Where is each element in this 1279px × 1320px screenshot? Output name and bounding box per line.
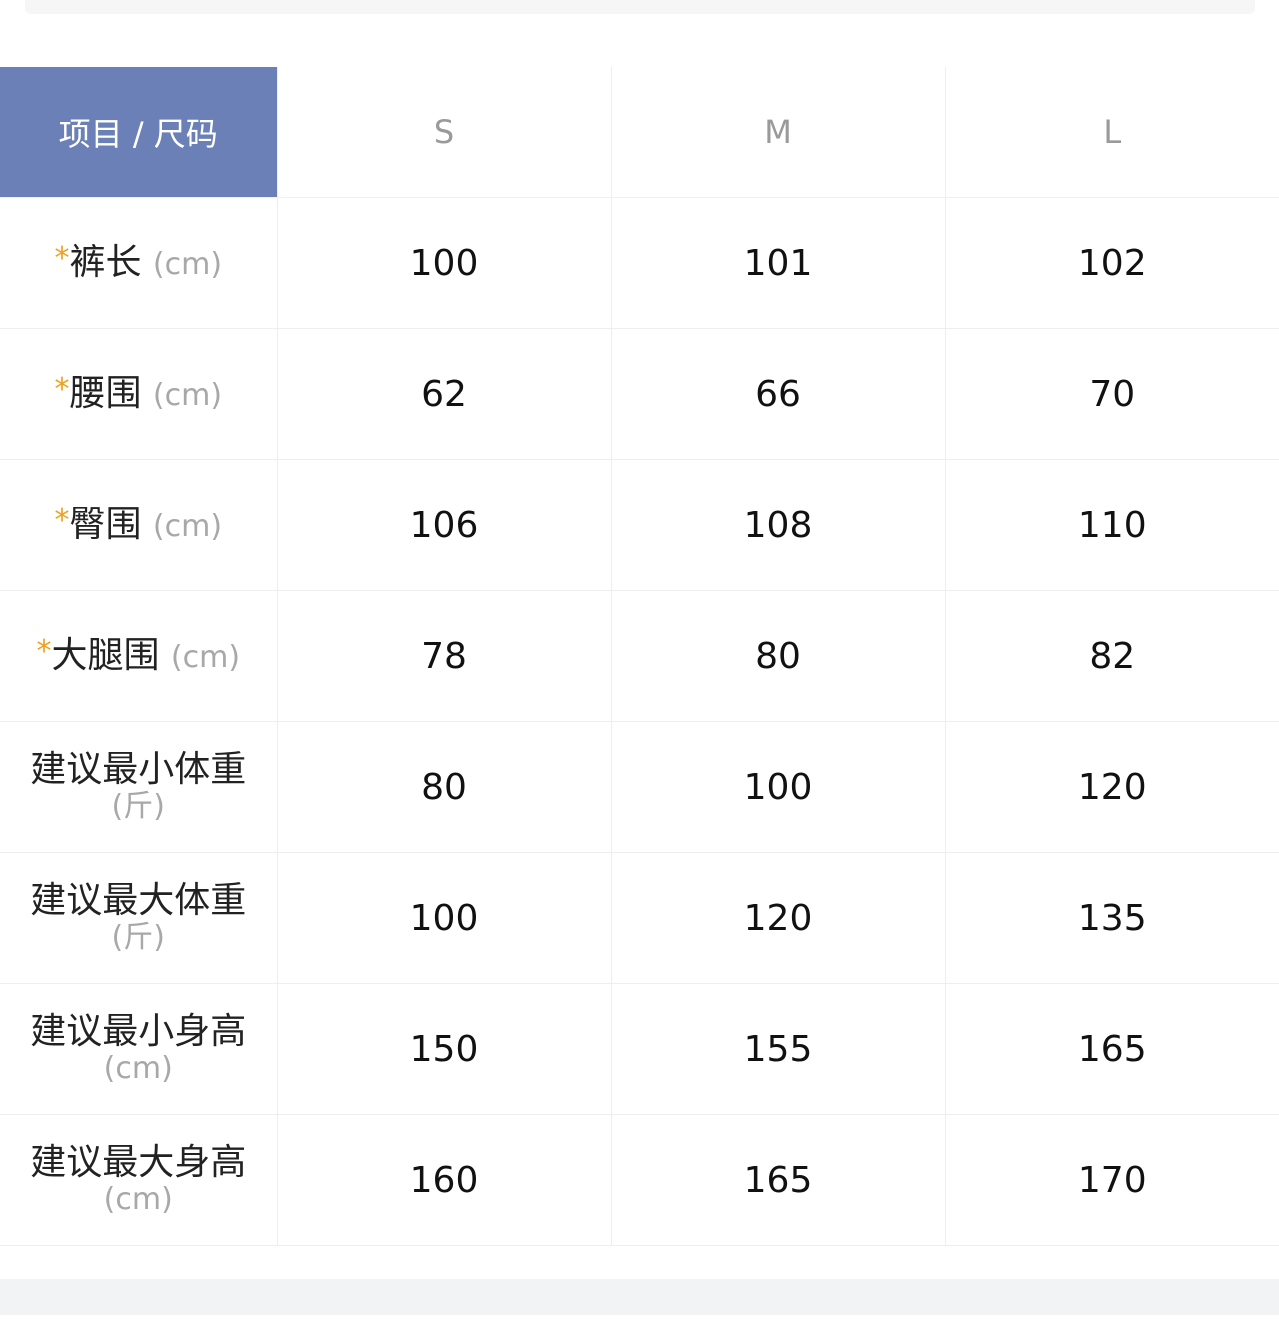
row-unit: (cm) (103, 1182, 173, 1218)
size-value-cell: 100 (276, 197, 611, 329)
size-chart-table: 项目 / 尺码 S M L *裤长 (cm) 100 101 102 *腰围 (cm) 6… (0, 67, 1279, 1246)
required-star: * (54, 503, 70, 539)
row-unit: (cm) (152, 247, 223, 283)
size-value-cell: 62 (276, 328, 611, 460)
header-row: 项目 / 尺码 S M L (0, 67, 1279, 198)
row-label: *臀围 (cm) (0, 459, 277, 591)
row-unit: (cm) (152, 378, 223, 414)
size-value-cell: 82 (944, 590, 1279, 722)
row-unit: (cm) (152, 509, 223, 545)
size-value-cell: 100 (610, 721, 945, 853)
size-value-cell: 120 (944, 721, 1279, 853)
size-header-s: S (276, 67, 611, 198)
size-value-cell: 80 (610, 590, 945, 722)
row-label: *腰围 (cm) (0, 328, 277, 460)
row-name: 建议最小体重 (30, 749, 247, 791)
row-unit: (cm) (170, 640, 241, 676)
table-row: *大腿围 (cm) 78 80 82 (0, 590, 1279, 722)
row-name: 裤长 (69, 242, 142, 284)
row-name: 腰围 (69, 373, 142, 415)
bottom-panel-edge (0, 1279, 1279, 1315)
top-panel-edge (25, 0, 1255, 14)
size-value-cell: 106 (276, 459, 611, 591)
required-star: * (54, 372, 70, 408)
size-value-cell: 170 (944, 1114, 1279, 1246)
row-unit: (cm) (103, 1051, 173, 1087)
size-value-cell: 70 (944, 328, 1279, 460)
size-value-cell: 160 (276, 1114, 611, 1246)
size-value-cell: 108 (610, 459, 945, 591)
size-header-m: M (610, 67, 945, 198)
row-unit: (斤) (111, 789, 165, 825)
row-label: 建议最大身高 (cm) (0, 1114, 277, 1246)
row-name: 臀围 (69, 504, 142, 546)
size-value-cell: 165 (610, 1114, 945, 1246)
row-label: *大腿围 (cm) (0, 590, 277, 722)
row-label: *裤长 (cm) (0, 197, 277, 329)
row-name: 建议最大身高 (30, 1142, 247, 1184)
row-name: 建议最小身高 (30, 1011, 247, 1053)
row-name: 建议最大体重 (30, 880, 247, 922)
row-name: 大腿围 (51, 635, 160, 677)
size-value-cell: 80 (276, 721, 611, 853)
table-row: *裤长 (cm) 100 101 102 (0, 197, 1279, 329)
row-label: 建议最大体重 (斤) (0, 852, 277, 984)
size-value-cell: 102 (944, 197, 1279, 329)
table-row: 建议最小体重 (斤) 80 100 120 (0, 721, 1279, 853)
size-header-l: L (944, 67, 1279, 198)
size-value-cell: 100 (276, 852, 611, 984)
table-row: 建议最大体重 (斤) 100 120 135 (0, 852, 1279, 984)
row-label: 建议最小体重 (斤) (0, 721, 277, 853)
size-value-cell: 155 (610, 983, 945, 1115)
size-value-cell: 110 (944, 459, 1279, 591)
required-star: * (54, 241, 70, 277)
row-unit: (斤) (111, 920, 165, 956)
size-value-cell: 135 (944, 852, 1279, 984)
size-value-cell: 165 (944, 983, 1279, 1115)
table-row: 建议最大身高 (cm) 160 165 170 (0, 1114, 1279, 1246)
size-value-cell: 66 (610, 328, 945, 460)
header-corner: 项目 / 尺码 (0, 67, 277, 198)
size-value-cell: 101 (610, 197, 945, 329)
table-row: *臀围 (cm) 106 108 110 (0, 459, 1279, 591)
size-value-cell: 78 (276, 590, 611, 722)
size-value-cell: 120 (610, 852, 945, 984)
row-label: 建议最小身高 (cm) (0, 983, 277, 1115)
size-value-cell: 150 (276, 983, 611, 1115)
table-row: *腰围 (cm) 62 66 70 (0, 328, 1279, 460)
required-star: * (36, 634, 52, 670)
table-row: 建议最小身高 (cm) 150 155 165 (0, 983, 1279, 1115)
